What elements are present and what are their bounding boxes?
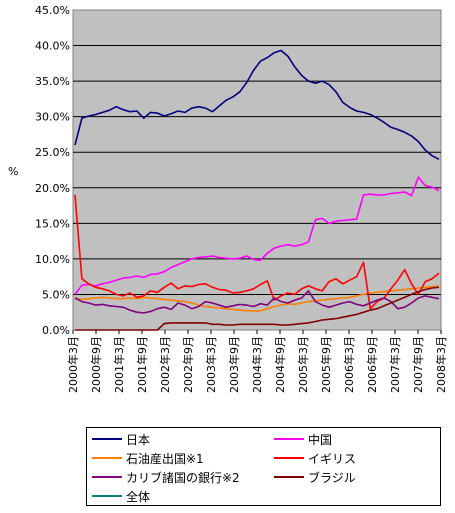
x-tick-label: 2006年3月: [342, 336, 356, 393]
x-tick-label: 2000年9月: [89, 336, 103, 393]
legend-label: カリブ諸国の銀行※2: [126, 470, 240, 485]
y-axis-label: %: [8, 165, 18, 178]
y-tick-label: 30.0%: [35, 111, 70, 124]
legend-swatch: [92, 457, 122, 459]
legend-item: 全体: [92, 487, 150, 505]
series-line-2: [74, 285, 440, 312]
legend-label: 日本: [126, 432, 151, 447]
legend-item: ブラジル: [274, 468, 356, 486]
y-tick-label: 0.0%: [42, 324, 70, 337]
series-line-3: [74, 194, 440, 310]
grid-lines: [73, 45, 441, 295]
legend-swatch: [92, 476, 122, 478]
x-tick-label: 2001年3月: [112, 336, 126, 393]
legend-swatch: [274, 476, 304, 478]
series-line-5: [75, 286, 440, 331]
legend-item: イギリス: [274, 449, 356, 467]
x-tick-label: 2002年9月: [181, 336, 195, 393]
legend-swatch: [274, 438, 304, 440]
x-tick-label: 2003年9月: [227, 336, 241, 393]
x-tick-label: 2005年9月: [319, 336, 333, 393]
x-tick-label: 2002年3月: [158, 336, 172, 393]
y-tick-label: 10.0%: [35, 253, 70, 266]
y-tick-label: 20.0%: [35, 182, 70, 195]
legend-swatch: [92, 438, 122, 440]
x-tick-label: 2005年3月: [296, 336, 310, 393]
x-tick-label: 2001年9月: [135, 336, 149, 393]
legend: 日本 中国石油産出国※1 イギリスカリブ諸国の銀行※2 ブラジル全体: [86, 427, 441, 506]
x-tick-label: 2004年9月: [273, 336, 287, 393]
x-axis-ticks: 2000年3月 2000年9月 2001年3月 2001年9月 2002年3月 2002年…: [66, 330, 448, 393]
legend-swatch: [92, 495, 122, 497]
legend-label: 中国: [308, 432, 333, 447]
series-line-1: [74, 176, 440, 295]
y-tick-label: 40.0%: [35, 40, 70, 53]
legend-item: 石油産出国※1: [92, 449, 204, 467]
x-tick-label: 2007年3月: [388, 336, 402, 393]
legend-swatch: [274, 457, 304, 459]
legend-label: 全体: [126, 489, 151, 504]
y-tick-label: 35.0%: [35, 75, 70, 88]
x-tick-label: 2004年3月: [250, 336, 264, 393]
x-tick-label: 2006年9月: [365, 336, 379, 393]
legend-label: ブラジル: [308, 470, 356, 485]
series-line-0: [74, 49, 440, 161]
y-axis-ticks: 0.0% 5.0% 10.0% 15.0% 20.0% 25.0% 30.0% 35.0% 40…: [35, 4, 70, 337]
x-tick-label: 2007年9月: [411, 336, 425, 393]
legend-item: カリブ諸国の銀行※2: [92, 468, 240, 486]
x-tick-label: 2008年3月: [434, 336, 448, 393]
x-tick-label: 2003年3月: [204, 336, 218, 393]
plot-area: [72, 9, 442, 331]
y-tick-label: 25.0%: [35, 146, 70, 159]
y-tick-label: 45.0%: [35, 4, 70, 17]
legend-item: 日本: [92, 430, 150, 448]
legend-label: イギリス: [308, 451, 357, 466]
series-line-4: [74, 290, 440, 314]
legend-item: 中国: [274, 430, 332, 448]
x-tick-label: 2000年3月: [66, 336, 80, 393]
legend-label: 石油産出国※1: [126, 451, 204, 466]
y-tick-label: 5.0%: [42, 288, 70, 301]
series-lines: [74, 49, 440, 331]
line-chart: 0.0% 5.0% 10.0% 15.0% 20.0% 25.0% 30.0% 35.0% 40…: [8, 4, 448, 393]
y-tick-label: 15.0%: [35, 217, 70, 230]
